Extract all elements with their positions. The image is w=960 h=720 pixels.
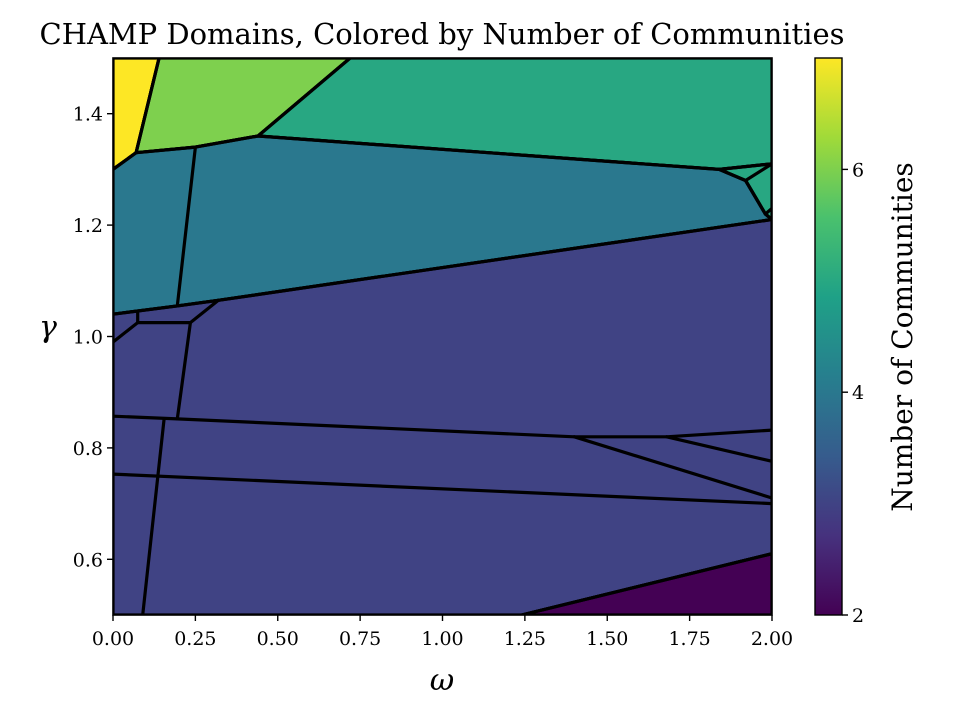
colorbar <box>814 57 843 616</box>
y-tick-label: 1.2 <box>73 215 103 237</box>
x-axis-ticks: 0.00 0.25 0.50 0.75 1.00 1.25 1.50 1.75 2.00 <box>92 615 793 650</box>
colorbar-label: Number of Communities <box>886 162 919 512</box>
colorbar-tick-label: 6 <box>852 159 864 181</box>
y-axis-ticks: 0.6 0.8 1.0 1.2 1.4 <box>73 104 113 571</box>
domain-boundary <box>519 552 772 615</box>
y-tick-label: 1.0 <box>73 327 103 349</box>
x-tick-label: 2.00 <box>751 628 793 650</box>
domain-boundary <box>113 217 772 316</box>
y-tick-label: 0.6 <box>73 549 103 571</box>
domain-boundary <box>175 321 192 421</box>
colorbar-ticks: 2 4 6 <box>842 159 864 627</box>
y-tick-label: 0.8 <box>73 438 103 460</box>
chart-title: CHAMP Domains, Colored by Number of Comm… <box>40 17 845 51</box>
x-tick-label: 0.00 <box>92 628 134 650</box>
domain-boundary <box>664 435 772 463</box>
x-tick-label: 1.25 <box>504 628 546 650</box>
x-tick-label: 1.75 <box>668 628 710 650</box>
domain-boundary <box>175 145 197 308</box>
domain-regions <box>113 58 772 615</box>
colorbar-tick-label: 4 <box>852 382 864 404</box>
x-tick-label: 1.50 <box>586 628 628 650</box>
domain-boundary <box>743 162 772 183</box>
domain-boundary <box>763 206 772 216</box>
x-tick-label: 0.25 <box>174 628 216 650</box>
domain-boundary <box>717 167 772 222</box>
colorbar-tick-label: 2 <box>852 605 864 627</box>
x-tick-label: 1.00 <box>421 628 463 650</box>
domain-boundary <box>572 435 772 500</box>
y-tick-label: 1.4 <box>73 104 103 126</box>
x-tick-label: 0.75 <box>339 628 381 650</box>
domain-boundary <box>134 58 161 155</box>
domain-boundary <box>113 472 772 506</box>
domain-boundaries <box>113 58 772 615</box>
y-axis-label: γ <box>39 310 57 345</box>
domain-boundary <box>141 417 166 615</box>
x-tick-label: 0.50 <box>257 628 299 650</box>
domain-boundary <box>113 298 220 344</box>
x-axis-label: ω <box>430 663 454 698</box>
